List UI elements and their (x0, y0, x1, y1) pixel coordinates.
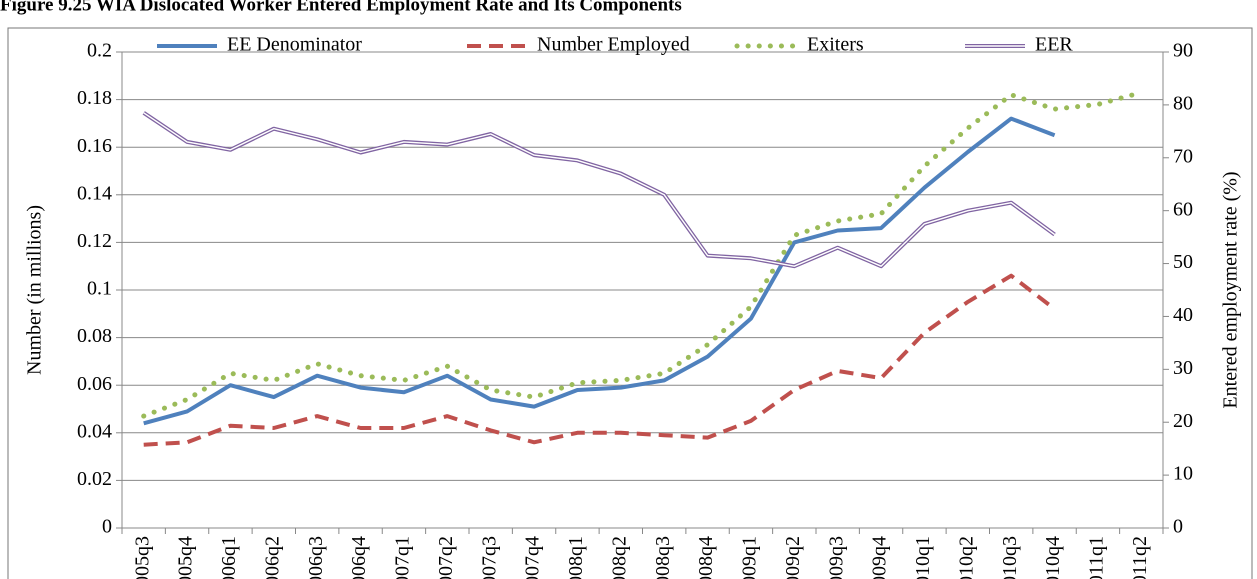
x-tick-label: 2009q3 (825, 536, 847, 579)
x-tick-label: 2005q3 (131, 536, 153, 579)
x-tick-label: 2009q4 (869, 536, 891, 579)
y2-tick-label: 20 (1173, 410, 1193, 432)
x-tick-label: 2007q4 (522, 536, 544, 579)
x-tick-label: 2010q3 (999, 536, 1021, 579)
line-highlight (143, 112, 1056, 267)
y-tick-label: 0.1 (87, 278, 112, 300)
x-tick-label: 2010q2 (955, 536, 977, 579)
y2-tick-label: 10 (1173, 463, 1193, 485)
y2-tick-label: 0 (1173, 516, 1183, 538)
y-tick-label: 0.04 (77, 420, 112, 442)
y2-tick-label: 40 (1173, 304, 1193, 326)
x-tick-label: 2005q4 (175, 536, 197, 579)
y-tick-label: 0.18 (77, 87, 112, 109)
series-line (142, 111, 1056, 269)
x-tick-label: 2010q1 (912, 536, 934, 579)
x-tick-label: 2006q2 (261, 536, 283, 579)
x-tick-label: 2008q2 (608, 536, 630, 579)
x-tick-label: 2008q4 (695, 536, 717, 579)
y2-tick-label: 70 (1173, 145, 1193, 167)
x-tick-label: 2007q3 (478, 536, 500, 579)
y-tick-label: 0.14 (77, 182, 112, 204)
y2-tick-label: 90 (1173, 40, 1193, 62)
y2-tick-label: 30 (1173, 357, 1193, 379)
series-line (143, 273, 1056, 447)
chart-frame (7, 27, 1253, 579)
x-tick-label: 2007q2 (435, 536, 457, 579)
x-tick-label: 2011q2 (1129, 536, 1151, 579)
y-tick-label: 0 (102, 516, 112, 538)
legend-label: Exiters (807, 34, 864, 56)
y-tick-label: 0.06 (77, 373, 112, 395)
x-tick-label: 2009q2 (782, 536, 804, 579)
y-tick-label: 0.2 (87, 40, 112, 62)
y-tick-label: 0.12 (77, 230, 112, 252)
legend-label: EER (1035, 34, 1073, 56)
x-tick-label: 2006q1 (218, 536, 240, 579)
y2-tick-label: 50 (1173, 251, 1193, 273)
x-tick-label: 2006q3 (305, 536, 327, 579)
x-tick-label: 2009q1 (739, 536, 761, 579)
y-tick-label: 0.02 (77, 468, 112, 490)
legend-label: Number Employed (537, 34, 690, 56)
y2-tick-label: 60 (1173, 198, 1193, 220)
series-line (143, 116, 1056, 426)
x-tick-label: 2008q3 (652, 536, 674, 579)
y-axis-label: Number (in millions) (24, 205, 46, 375)
y2-axis-label: Entered employment rate (%) (1220, 171, 1242, 408)
series-line (141, 90, 1144, 419)
x-tick-label: 2006q4 (348, 536, 370, 579)
x-tick-label: 2007q1 (392, 536, 414, 579)
x-tick-label: 2011q1 (1086, 536, 1108, 579)
x-tick-label: 2008q1 (565, 536, 587, 579)
legend-label: EE Denominator (227, 34, 362, 56)
y-tick-label: 0.08 (77, 325, 112, 347)
x-tick-label: 2010q4 (1042, 536, 1064, 579)
y2-tick-label: 80 (1173, 92, 1193, 114)
y-tick-label: 0.16 (77, 135, 112, 157)
chart-title: Figure 9.25 WIA Dislocated Worker Entere… (0, 0, 682, 15)
